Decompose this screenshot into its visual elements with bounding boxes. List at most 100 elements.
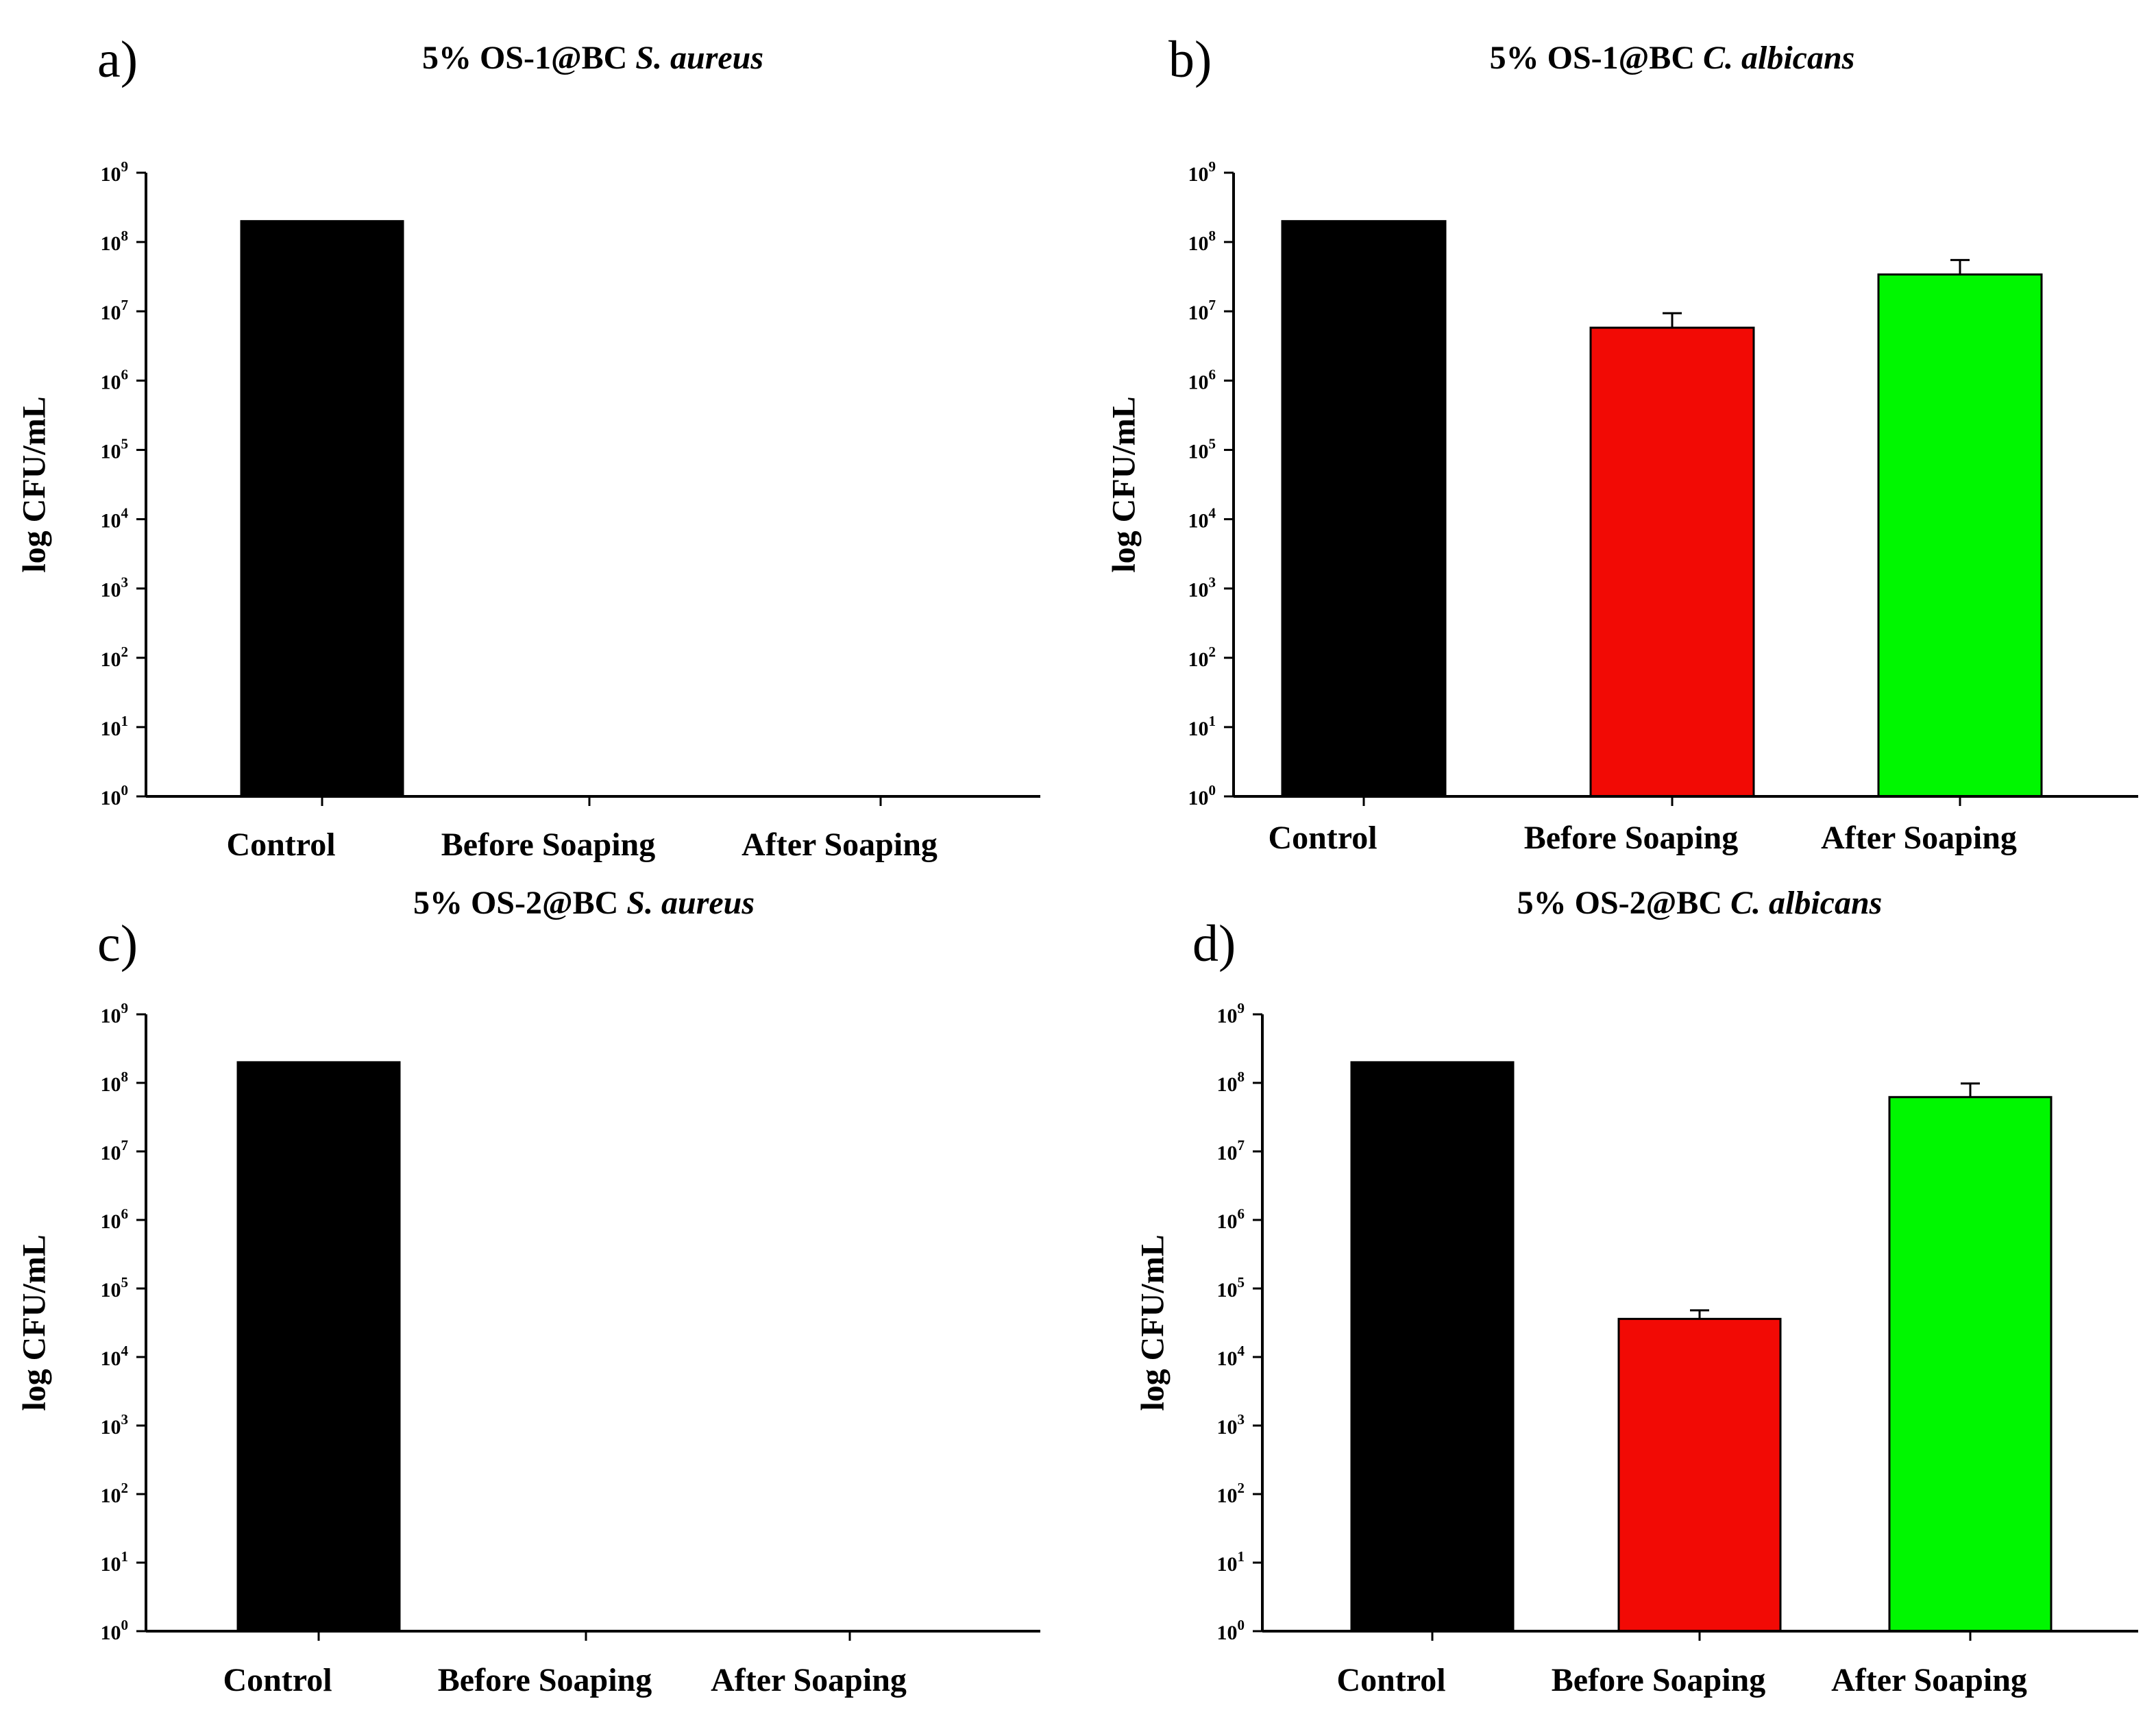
chart-title-main: 5% OS-1@BC [422, 40, 635, 76]
bar-after-soaping [1877, 273, 2043, 798]
y-tick-base: 10 [1188, 510, 1209, 533]
y-tick-exponent: 3 [121, 1411, 129, 1428]
y-tick-exponent: 8 [121, 1068, 129, 1085]
y-tick-base: 10 [101, 579, 121, 602]
y-tick-base: 10 [101, 1005, 121, 1027]
y-tick-label: 101 [101, 1548, 129, 1576]
y-tick-label: 109 [1188, 158, 1216, 186]
y-tick-label: 101 [1188, 713, 1216, 740]
y-tick-base: 10 [101, 648, 121, 671]
x-tick-label-control: Control [1268, 820, 1377, 856]
y-tick-exponent: 6 [121, 366, 129, 382]
panel-letter: b) [1168, 31, 1212, 88]
y-tick-exponent: 2 [121, 1480, 129, 1496]
y-tick-label: 105 [1217, 1274, 1245, 1302]
y-tick-exponent: 7 [1238, 1137, 1245, 1153]
y-tick-base: 10 [101, 1622, 121, 1644]
y-tick-label: 100 [1188, 782, 1216, 809]
y-tick-exponent: 5 [121, 1274, 129, 1291]
y-tick-exponent: 0 [1209, 782, 1216, 798]
y-tick-exponent: 8 [1238, 1068, 1245, 1085]
y-tick-exponent: 0 [1238, 1617, 1245, 1633]
chart-title-main: 5% OS-2@BC [413, 885, 626, 921]
bar-control [236, 1061, 401, 1633]
y-tick-label: 105 [1188, 435, 1216, 463]
y-tick-exponent: 7 [121, 1137, 129, 1153]
chart-title-species: S. aureus [626, 885, 755, 921]
y-tick-label: 105 [101, 435, 129, 463]
y-tick-label: 107 [101, 1137, 129, 1164]
y-tick-label: 102 [1188, 644, 1216, 671]
y-tick-label: 100 [101, 782, 129, 809]
chart-title: 5% OS-2@BC C. albicans [1517, 885, 1883, 921]
y-tick-base: 10 [101, 1142, 121, 1164]
y-axis-label: log CFU/mL [16, 396, 53, 572]
chart-title-main: 5% OS-2@BC [1517, 885, 1730, 921]
panel-letter: a) [97, 31, 138, 88]
y-tick-base: 10 [1217, 1553, 1238, 1576]
y-tick-label: 109 [101, 1000, 129, 1027]
y-tick-base: 10 [101, 510, 121, 533]
y-tick-base: 10 [101, 232, 121, 255]
y-tick-base: 10 [1217, 1073, 1238, 1096]
chart-title: 5% OS-1@BC C. albicans [1490, 40, 1855, 76]
y-tick-exponent: 1 [121, 713, 129, 729]
y-tick-base: 10 [101, 718, 121, 740]
y-tick-base: 10 [1217, 1005, 1238, 1027]
x-tick-label-after-soaping: After Soaping [742, 827, 938, 863]
y-tick-label: 108 [1188, 228, 1216, 255]
y-tick-label: 106 [101, 366, 129, 393]
y-tick-base: 10 [1188, 579, 1209, 602]
y-tick-base: 10 [1217, 1142, 1238, 1164]
y-axis-label: log CFU/mL [1106, 396, 1142, 572]
y-tick-base: 10 [101, 440, 121, 463]
y-tick-label: 103 [1188, 574, 1216, 602]
y-tick-base: 10 [101, 1553, 121, 1576]
y-tick-label: 105 [101, 1274, 129, 1302]
bar-after-soaping [1888, 1096, 2053, 1633]
y-tick-base: 10 [1188, 787, 1209, 809]
y-tick-base: 10 [1217, 1210, 1238, 1233]
chart-title: 5% OS-1@BC S. aureus [422, 40, 763, 76]
x-tick-label-after-soaping: After Soaping [711, 1662, 907, 1698]
y-tick-base: 10 [1188, 371, 1209, 393]
y-tick-base: 10 [101, 1416, 121, 1439]
y-tick-label: 100 [101, 1617, 129, 1644]
y-tick-label: 106 [1217, 1206, 1245, 1233]
y-tick-exponent: 9 [121, 1000, 129, 1016]
y-tick-base: 10 [1217, 1416, 1238, 1439]
y-tick-base: 10 [1188, 232, 1209, 255]
chart-title-species: C. albicans [1703, 40, 1854, 76]
chart-title-main: 5% OS-1@BC [1490, 40, 1703, 76]
x-tick-label-before-soaping: Before Soaping [1552, 1662, 1765, 1698]
y-tick-label: 106 [101, 1206, 129, 1233]
y-tick-exponent: 8 [1209, 228, 1216, 244]
y-tick-base: 10 [1217, 1622, 1238, 1644]
y-tick-label: 109 [1217, 1000, 1245, 1027]
y-tick-label: 102 [1217, 1480, 1245, 1507]
y-tick-exponent: 2 [1209, 644, 1216, 660]
y-tick-base: 10 [101, 1279, 121, 1302]
y-tick-exponent: 5 [1209, 435, 1216, 452]
y-tick-label: 104 [101, 1343, 129, 1370]
y-tick-exponent: 2 [121, 644, 129, 660]
y-tick-exponent: 7 [1209, 297, 1216, 313]
y-tick-label: 104 [1188, 505, 1216, 533]
y-tick-label: 106 [1188, 366, 1216, 393]
y-tick-base: 10 [101, 787, 121, 809]
bar-control [1281, 220, 1447, 798]
y-tick-label: 107 [1188, 297, 1216, 324]
bar-control [1350, 1061, 1515, 1633]
y-tick-exponent: 1 [121, 1548, 129, 1565]
y-tick-exponent: 0 [121, 782, 129, 798]
y-tick-label: 103 [1217, 1411, 1245, 1439]
x-tick-label-before-soaping: Before Soaping [438, 1662, 652, 1698]
x-tick-label-control: Control [226, 827, 335, 863]
y-tick-label: 103 [101, 1411, 129, 1439]
chart-title-species: S. aureus [635, 40, 763, 76]
y-tick-label: 102 [101, 1480, 129, 1507]
y-tick-exponent: 7 [121, 297, 129, 313]
y-tick-base: 10 [1188, 163, 1209, 186]
